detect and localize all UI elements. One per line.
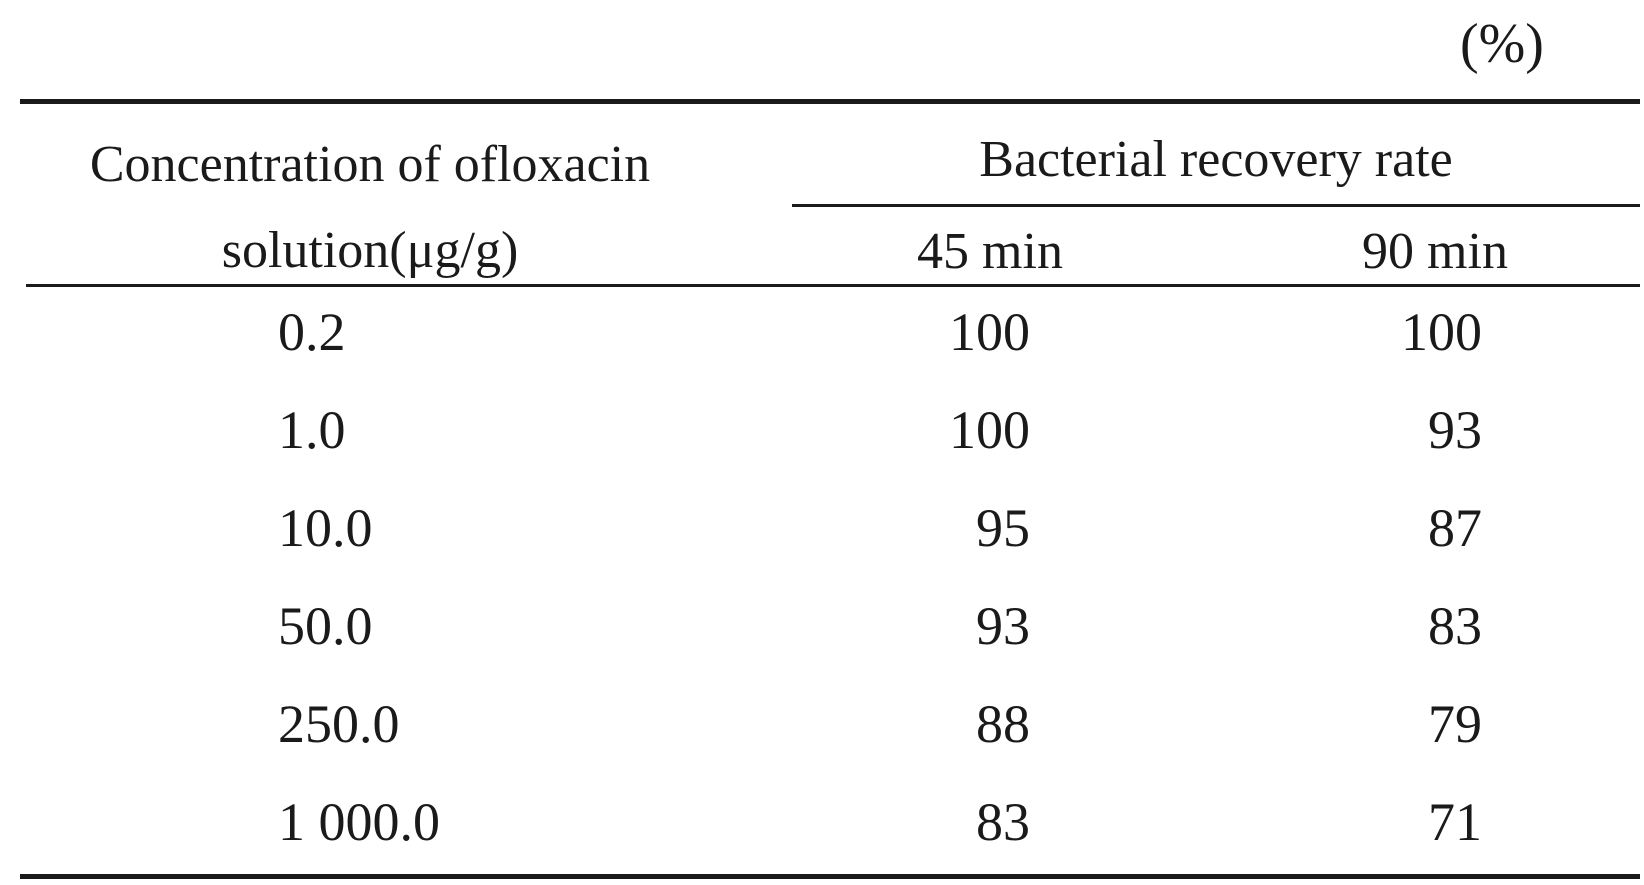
recovery-90-cell: 93 — [1428, 400, 1482, 460]
concentration-cell: 0.2 — [278, 302, 346, 362]
concentration-cell: 250.0 — [278, 694, 400, 754]
recovery-90-cell: 83 — [1428, 596, 1482, 656]
concentration-cell: 10.0 — [278, 498, 373, 558]
recovery-45-cell: 93 — [976, 596, 1030, 656]
table-body: 0.2 100 100 1.0 100 93 10.0 95 87 50.0 9… — [0, 288, 1644, 876]
table-row: 10.0 95 87 — [0, 484, 1644, 582]
header-45-min: 45 min — [917, 223, 1063, 280]
recovery-90-cell: 71 — [1428, 792, 1482, 852]
table-top-rule — [20, 99, 1640, 104]
recovery-90-cell: 87 — [1428, 498, 1482, 558]
table-row: 0.2 100 100 — [0, 288, 1644, 386]
recovery-45-cell: 100 — [949, 400, 1030, 460]
recovery-90-cell: 100 — [1401, 302, 1482, 362]
table-row: 50.0 93 83 — [0, 582, 1644, 680]
header-bottom-rule — [26, 284, 1640, 287]
header-recovery-rate: Bacterial recovery rate — [979, 131, 1453, 188]
header-90-min: 90 min — [1362, 223, 1508, 280]
recovery-45-cell: 95 — [976, 498, 1030, 558]
recovery-45-cell: 83 — [976, 792, 1030, 852]
header-concentration: Concentration of ofloxacin solution(μg/g… — [89, 136, 651, 279]
table-row: 250.0 88 79 — [0, 680, 1644, 778]
unit-label: (%) — [1460, 13, 1544, 75]
concentration-cell: 1 000.0 — [278, 792, 440, 852]
header-group-rule — [792, 204, 1640, 207]
concentration-cell: 50.0 — [278, 596, 373, 656]
table-row: 1 000.0 83 71 — [0, 778, 1644, 876]
recovery-90-cell: 79 — [1428, 694, 1482, 754]
recovery-45-cell: 100 — [949, 302, 1030, 362]
recovery-45-cell: 88 — [976, 694, 1030, 754]
table-bottom-rule — [20, 874, 1640, 879]
concentration-cell: 1.0 — [278, 400, 346, 460]
table-row: 1.0 100 93 — [0, 386, 1644, 484]
